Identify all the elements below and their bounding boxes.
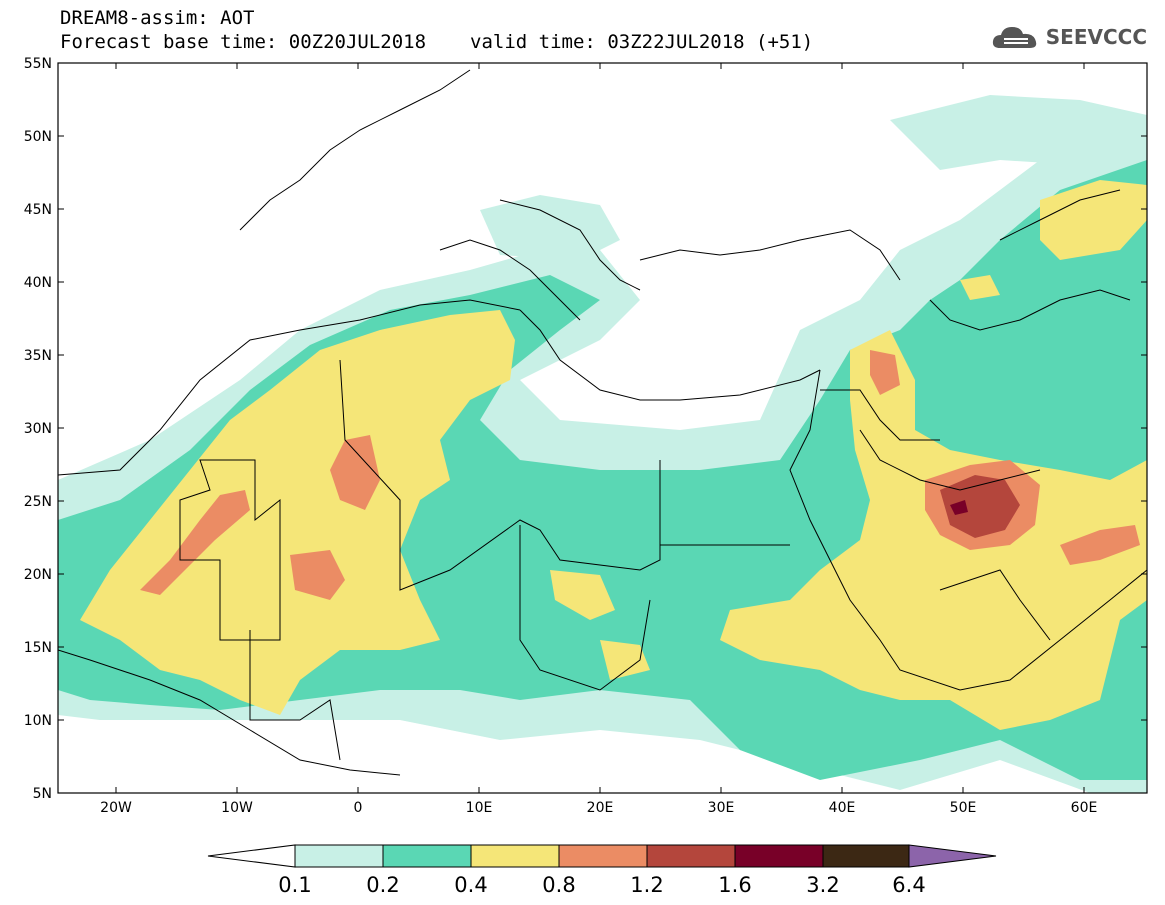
colorbar-swatch-3 [470, 844, 560, 868]
aot-contour-light-north [480, 195, 620, 260]
lat-label-5n: 5N [33, 786, 52, 802]
lon-label-30e: 30E [708, 800, 735, 816]
lon-label-40e: 40E [829, 800, 856, 816]
colorbar-swatch-6 [734, 844, 824, 868]
lat-label-20n: 20N [24, 567, 52, 583]
lon-label-10w: 10W [221, 800, 253, 816]
aot-contour-yellow-caucasus [960, 275, 1000, 300]
aot-contour-yellow-sudan [600, 640, 650, 680]
aot-field [58, 63, 1147, 793]
lat-label-25n: 25N [24, 494, 52, 510]
coastlines [58, 69, 1147, 776]
lat-label-10n: 10N [24, 713, 52, 729]
aot-contour-yellow-arabia [720, 330, 1147, 730]
lon-label-50e: 50E [950, 800, 977, 816]
colorbar-swatch-4 [558, 844, 648, 868]
aot-contour-darkred [950, 500, 968, 515]
colorbar-label-3.2: 3.2 [806, 873, 839, 897]
aot-contour-orange-algeria [330, 435, 380, 510]
map-header: DREAM8-assim: AOT Forecast base time: 00… [60, 6, 813, 54]
lon-label-20w: 20W [100, 800, 132, 816]
lat-label-50n: 50N [24, 129, 52, 145]
colorbar-label-0.4: 0.4 [454, 873, 487, 897]
time-line: Forecast base time: 00Z20JUL2018 valid ti… [60, 30, 813, 54]
aot-contour-yellow-caspian [1040, 180, 1147, 260]
colorbar-label-0.1: 0.1 [278, 873, 311, 897]
aot-contour-brown [940, 475, 1020, 538]
colorbar-label-6.4: 6.4 [892, 873, 925, 897]
aot-contour-orange-mauritania [140, 490, 250, 595]
lat-label-30n: 30N [24, 421, 52, 437]
lat-label-55n: 55N [24, 56, 52, 72]
colorbar-label-1.6: 1.6 [718, 873, 751, 897]
colorbar-under-triangle [207, 844, 296, 868]
lat-label-45n: 45N [24, 202, 52, 218]
map-title: DREAM8-assim: AOT [60, 7, 255, 29]
lon-label-0: 0 [354, 800, 363, 816]
aot-contour-yellow-west [80, 310, 515, 715]
colorbar-swatch-1 [294, 844, 384, 868]
colorbar-label-0.8: 0.8 [542, 873, 575, 897]
colorbar-over-triangle [908, 844, 997, 868]
aot-contour-light-caspian [890, 95, 1147, 170]
forecast-base-time: Forecast base time: 00Z20JUL2018 [60, 31, 427, 53]
aot-contour-yellow-chad [550, 570, 615, 620]
lat-label-35n: 35N [24, 348, 52, 364]
aot-contour-orange-mali [290, 550, 345, 600]
aot-contour-orange-iraq [870, 350, 900, 395]
colorbar-label-0.2: 0.2 [366, 873, 399, 897]
colorbar-swatch-7 [822, 844, 910, 868]
colorbar-label-1.2: 1.2 [630, 873, 663, 897]
cloud-icon [992, 27, 1036, 48]
lon-label-10e: 10E [466, 800, 493, 816]
logo-text: SEEVCCC [1045, 25, 1147, 49]
lat-axis [58, 62, 1147, 794]
lat-label-40n: 40N [24, 275, 52, 291]
seevccc-logo: SEEVCCC [990, 22, 1147, 52]
colorbar-swatch-2 [382, 844, 472, 868]
valid-time: valid time: 03Z22JUL2018 (+51) [470, 31, 814, 53]
colorbar-swatch-5 [646, 844, 736, 868]
lon-label-60e: 60E [1071, 800, 1098, 816]
lat-label-15n: 15N [24, 640, 52, 656]
lon-axis [115, 63, 1085, 793]
aot-contour-orange-oman [1060, 525, 1140, 565]
colorbar [207, 844, 997, 868]
lon-label-20e: 20E [587, 800, 614, 816]
